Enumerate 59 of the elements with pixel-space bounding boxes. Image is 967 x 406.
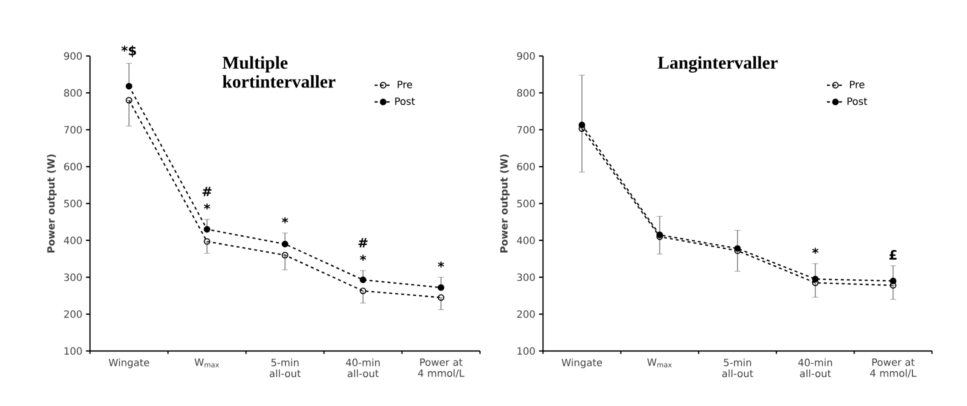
point bbox=[204, 238, 210, 245]
point bbox=[204, 226, 210, 233]
y-tick-label: 700 bbox=[517, 126, 535, 134]
x-tick-label: 5-min all-out bbox=[270, 358, 301, 378]
annotation: # bbox=[358, 238, 368, 248]
y-tick-label: 700 bbox=[64, 126, 82, 134]
legend-label: Pre bbox=[398, 80, 412, 88]
point bbox=[126, 96, 132, 104]
y-tick-label: 100 bbox=[64, 347, 82, 355]
x-tick-label: W$_{max}$ bbox=[647, 358, 672, 368]
legend-label: Post bbox=[395, 98, 415, 105]
point bbox=[890, 278, 896, 284]
y-tick-label: 300 bbox=[64, 273, 82, 282]
point bbox=[578, 122, 586, 128]
annotation: * bbox=[438, 261, 444, 268]
y-tick-label: 600 bbox=[517, 162, 535, 170]
legend-label: Post bbox=[848, 98, 868, 105]
point bbox=[282, 240, 288, 248]
y-tick-label: 900 bbox=[517, 52, 535, 60]
y-tick-label: 900 bbox=[64, 52, 82, 60]
y-tick-label: 800 bbox=[64, 89, 82, 97]
point bbox=[812, 276, 819, 282]
annotation: * bbox=[204, 204, 210, 210]
y-tick-label: 200 bbox=[517, 310, 535, 318]
y-tick-label: 800 bbox=[517, 89, 535, 97]
y-axis-title: Power output (W) bbox=[46, 154, 57, 252]
chart-title: Langintervaller bbox=[658, 56, 778, 73]
annotation: *$ bbox=[121, 45, 136, 58]
y-tick-label: 300 bbox=[517, 273, 535, 282]
y-tick-label: 600 bbox=[64, 162, 82, 170]
annotation: * bbox=[812, 248, 818, 254]
x-tick-label: 40-min all-out bbox=[346, 358, 380, 378]
x-tick-label: 40-min all-out bbox=[798, 358, 832, 378]
x-tick-label: Power at 4 mmol/L bbox=[418, 358, 464, 378]
point bbox=[890, 282, 896, 289]
y-tick-label: 400 bbox=[64, 236, 82, 244]
point bbox=[438, 284, 444, 291]
x-tick-label: Wingate bbox=[562, 358, 602, 368]
annotation: £ bbox=[889, 250, 897, 260]
y-tick-label: 500 bbox=[64, 200, 82, 208]
y-tick-label: 500 bbox=[517, 200, 535, 208]
chart-title: Multiple kortintervaller bbox=[222, 56, 336, 88]
point bbox=[282, 252, 288, 258]
point bbox=[438, 294, 444, 301]
legend-label: Pre bbox=[850, 80, 864, 88]
x-tick-label: W$_{max}$ bbox=[194, 358, 220, 368]
y-tick-label: 100 bbox=[518, 347, 535, 355]
x-tick-label: 5-min all-out bbox=[722, 358, 754, 378]
annotation: * bbox=[360, 254, 366, 261]
point bbox=[360, 288, 366, 294]
y-tick-label: 200 bbox=[64, 310, 82, 318]
annotation: # bbox=[202, 186, 212, 196]
y-tick-label: 400 bbox=[516, 236, 535, 244]
x-tick-label: Power at 4 mmol/L bbox=[870, 358, 916, 378]
point bbox=[360, 276, 366, 284]
x-tick-label: Wingate bbox=[108, 358, 150, 368]
annotation: * bbox=[282, 217, 288, 224]
point bbox=[126, 82, 132, 90]
y-axis-title: Power output (W) bbox=[500, 154, 510, 252]
